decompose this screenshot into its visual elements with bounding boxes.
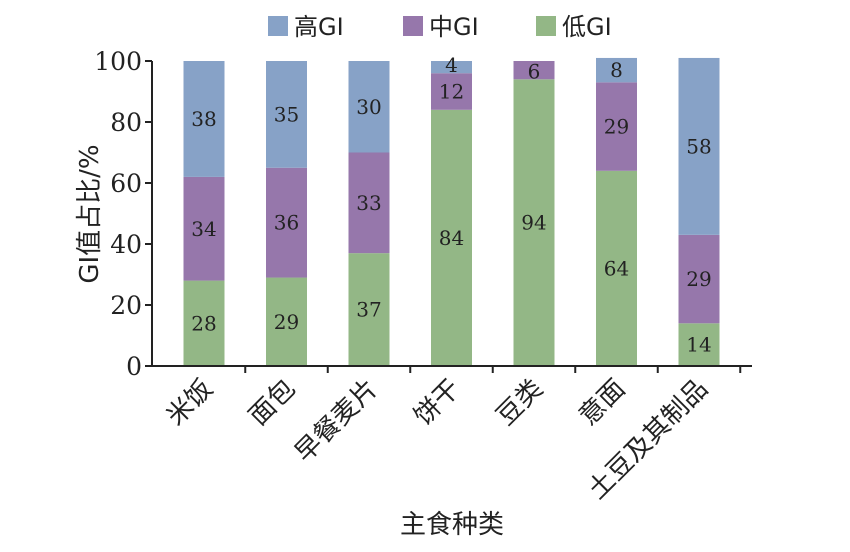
- legend: 高GI 中GI 低GI: [268, 13, 612, 41]
- bar-segment-3-2: [431, 61, 472, 74]
- bar-value-label-5-0: 64: [604, 256, 629, 280]
- x-tick-label-4: 豆类: [491, 374, 549, 432]
- bar-segment-6-1: [678, 234, 720, 324]
- bar-value-label-5-1: 29: [604, 115, 629, 139]
- legend-swatch-2: [536, 16, 556, 36]
- bar-value-label-6-2: 58: [686, 134, 711, 158]
- bar-segment-5-2: [596, 57, 637, 83]
- legend-label-0: 高GI: [294, 13, 344, 41]
- y-tick-label-4: 80: [110, 108, 142, 137]
- bar-value-label-1-2: 35: [274, 102, 299, 126]
- bar-segment-4-1: [513, 61, 555, 80]
- bar-value-label-4-1: 6: [528, 59, 541, 83]
- bar-value-label-6-1: 29: [686, 267, 711, 291]
- bar-value-label-3-0: 84: [439, 226, 464, 250]
- bar-value-label-1-0: 29: [274, 310, 299, 334]
- legend-swatch-1: [403, 16, 423, 36]
- bar-segment-0-1: [183, 176, 225, 281]
- bar-value-label-4-0: 94: [521, 211, 546, 235]
- y-tick-label-2: 40: [110, 230, 142, 259]
- bar-value-label-1-1: 36: [274, 211, 299, 235]
- bar-segment-2-1: [348, 152, 390, 254]
- bar-segment-5-1: [596, 82, 637, 171]
- bar-segment-5-0: [596, 170, 637, 366]
- x-tick-label-3: 饼干: [408, 374, 466, 432]
- x-tick-label-1: 面包: [243, 374, 301, 432]
- x-tick-label-0: 米饭: [161, 374, 219, 432]
- bar-value-label-2-0: 37: [356, 298, 381, 322]
- bar-segment-1-1: [266, 167, 307, 278]
- bar-segment-6-0: [678, 323, 720, 366]
- bar-segment-4-0: [513, 79, 555, 367]
- x-tick-label-2: 早餐麦片: [289, 374, 384, 469]
- legend-label-2: 低GI: [562, 13, 612, 41]
- legend-label-1: 中GI: [429, 13, 479, 41]
- bar-segment-3-0: [431, 109, 472, 367]
- legend-swatch-0: [268, 16, 288, 36]
- bar-segment-1-0: [266, 277, 307, 366]
- bar-value-label-3-2: 4: [445, 53, 458, 77]
- bar-value-label-6-0: 14: [686, 333, 711, 357]
- bar-value-label-5-2: 8: [610, 58, 623, 82]
- y-tick-label-3: 60: [110, 169, 142, 198]
- bar-value-label-0-0: 28: [191, 311, 216, 335]
- bar-value-label-2-2: 30: [356, 95, 381, 119]
- y-tick-label-5: 100: [94, 47, 142, 76]
- bar-value-label-2-1: 33: [356, 191, 381, 215]
- bar-segment-2-0: [348, 253, 390, 366]
- x-axis-title: 主食种类: [400, 510, 504, 540]
- y-tick-label-1: 20: [110, 291, 142, 320]
- bar-segment-6-2: [678, 57, 720, 235]
- bar-segment-0-2: [183, 61, 225, 177]
- bar-value-label-3-1: 12: [439, 80, 464, 104]
- bar-segment-1-2: [266, 61, 307, 168]
- bars: 28 34 38 29 36 35 37 33 30 84 12 4 94 6 64 29 8 14 29 58: [183, 53, 720, 367]
- bar-segment-2-2: [348, 61, 390, 153]
- bar-value-label-0-2: 38: [191, 107, 216, 131]
- bar-segment-3-1: [431, 73, 472, 110]
- bar-value-label-0-1: 34: [191, 217, 216, 241]
- bar-segment-0-0: [183, 280, 225, 366]
- y-axis-title: GI值占比/%: [75, 144, 105, 283]
- y-tick-label-0: 0: [126, 352, 142, 381]
- x-tick-label-5: 意面: [573, 374, 631, 432]
